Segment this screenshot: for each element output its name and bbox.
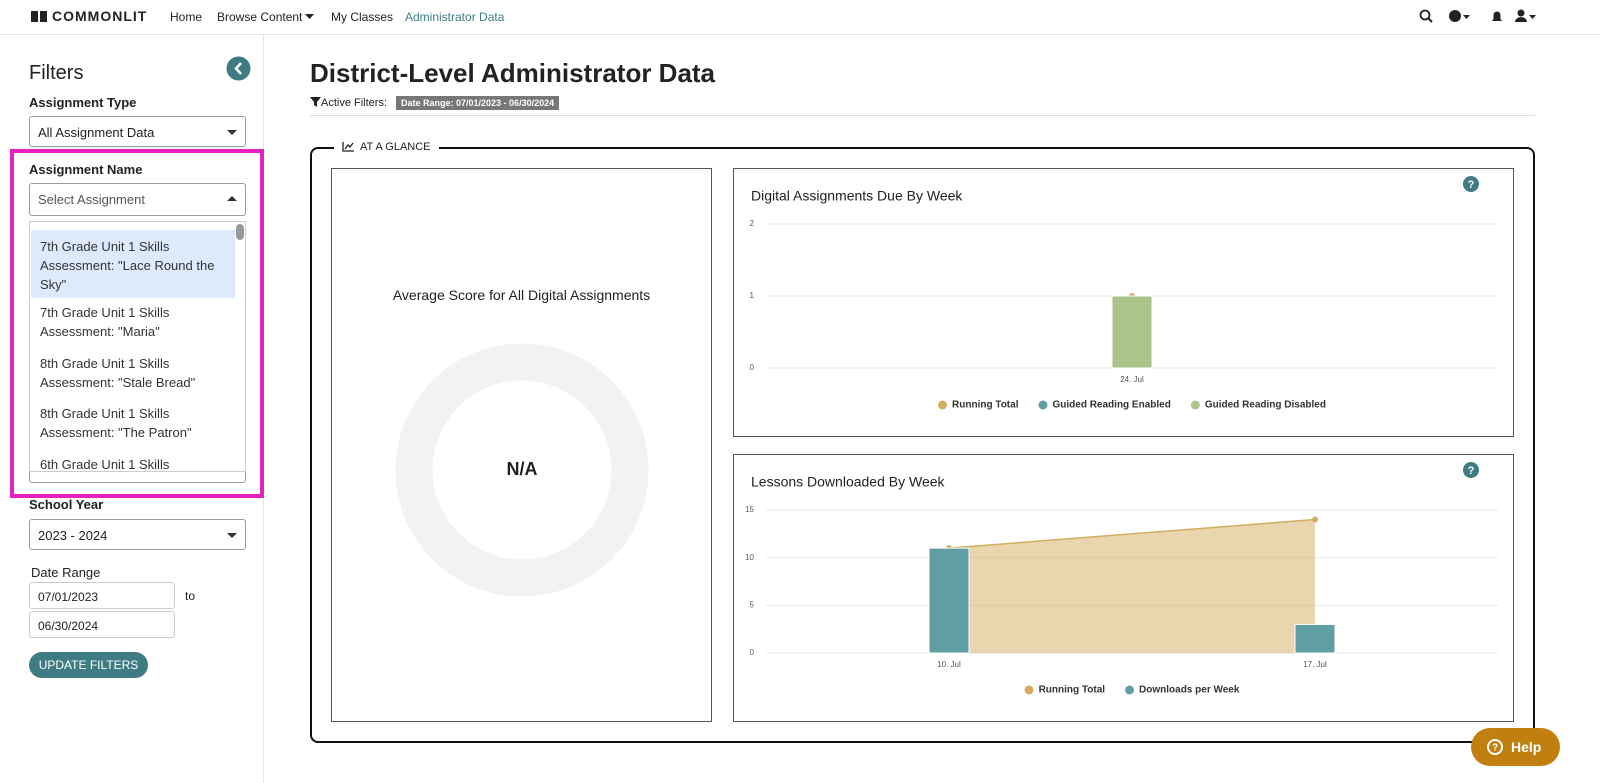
help-icon: ? <box>1487 739 1503 755</box>
dropdown-option[interactable]: 8th Grade Unit 1 Skills Assessment: "Sta… <box>40 356 196 390</box>
chart-title: Digital Assignments Due By Week <box>751 188 963 204</box>
date-separator: to <box>185 589 196 603</box>
dropdown-option[interactable]: 8th Grade Unit 1 Skills Assessment: "The… <box>40 406 192 440</box>
update-filters-button[interactable]: UPDATE FILTERS <box>29 652 148 678</box>
filter-tag[interactable]: Date Range: 07/01/2023 - 06/30/2024 <box>396 96 560 110</box>
nav-link[interactable]: Home <box>170 10 203 24</box>
dropdown-option[interactable]: 7th Grade Unit 1 Skills Assessment: "Lac… <box>31 230 235 298</box>
top-nav: COMMONLIT Home Browse Content My Classes… <box>0 0 1600 35</box>
divider <box>310 115 1535 116</box>
scrollbar[interactable] <box>236 224 244 240</box>
legend-marker <box>1190 400 1200 410</box>
assignment-name-input[interactable]: Select Assignment <box>29 183 246 216</box>
y-tick-label: 10 <box>745 553 754 562</box>
svg-text:?: ? <box>1468 465 1475 477</box>
nav-icons[interactable] <box>1418 8 1538 26</box>
section-legend: AT A GLANCE <box>334 140 439 154</box>
score-value: N/A <box>507 459 538 479</box>
legend-label: Running Total <box>1039 685 1106 696</box>
legend-label: Guided Reading Enabled <box>1052 400 1170 411</box>
highlight-box <box>10 149 264 498</box>
select-value: 2023 - 2024 <box>38 528 108 543</box>
at-a-glance-section <box>310 147 1535 743</box>
y-tick-label: 5 <box>750 600 755 609</box>
chart-card: ? Digital Assignments Due By Week 0 1 2 24. … <box>733 168 1514 437</box>
collapse-button[interactable] <box>226 56 251 81</box>
help-button[interactable]: ? Help <box>1471 728 1560 766</box>
section-title: AT A GLANCE <box>360 141 431 153</box>
legend-label: Downloads per Week <box>1139 685 1240 696</box>
page-title: District-Level Administrator Data <box>310 58 716 88</box>
nav-link[interactable]: My Classes <box>331 10 394 24</box>
dropdown-option[interactable]: 6th Grade Unit 1 Skills <box>40 457 170 472</box>
svg-text:?: ? <box>1492 743 1498 754</box>
legend-marker <box>1024 685 1034 695</box>
x-tick-label: 17. Jul <box>1303 660 1327 669</box>
bar <box>1294 623 1336 654</box>
y-tick-label: 1 <box>750 291 755 300</box>
nav-link[interactable]: Administrator Data <box>405 10 505 24</box>
y-tick-label: 0 <box>750 363 755 372</box>
field-label: Assignment Name <box>29 162 143 177</box>
y-tick-label: 0 <box>750 648 755 657</box>
nav-link[interactable]: Browse Content <box>217 10 303 24</box>
date-to-input[interactable]: 06/30/2024 <box>29 611 175 638</box>
dropdown-caret <box>305 14 314 19</box>
select-value: All Assignment Data <box>38 125 155 140</box>
legend-label: Running Total <box>952 400 1019 411</box>
chart-icon <box>342 142 354 152</box>
logo-icon <box>31 11 47 22</box>
dropdown-option[interactable]: 7th Grade Unit 1 Skills Assessment: "Mar… <box>40 305 170 339</box>
legend-marker <box>1038 400 1048 410</box>
score-donut: N/A <box>395 343 649 597</box>
area <box>949 519 1315 653</box>
legend-marker <box>1125 685 1135 695</box>
legend-label: Guided Reading Disabled <box>1205 400 1326 411</box>
sidebar: Filters Assignment Type All Assignment D… <box>0 35 264 783</box>
help-label: Help <box>1511 739 1542 755</box>
field-label: School Year <box>29 497 104 512</box>
bar <box>1111 295 1153 369</box>
bar <box>928 547 970 654</box>
placeholder: Select Assignment <box>38 192 145 207</box>
hidden-select <box>29 461 246 483</box>
school-year-select[interactable]: 2023 - 2024 <box>29 519 246 550</box>
brand[interactable]: COMMONLIT <box>52 8 148 24</box>
point <box>1312 516 1318 523</box>
dropdown-list: 7th Grade Unit 1 Skills Assessment: "Lac… <box>29 221 246 472</box>
field-label: Date Range <box>31 565 101 580</box>
filter-icon <box>310 97 321 107</box>
field-label: Assignment Type <box>29 95 137 110</box>
line <box>948 518 1316 549</box>
sidebar-title: Filters <box>29 62 84 84</box>
svg-text:?: ? <box>1468 179 1475 191</box>
chart-card: ? Lessons Downloaded By Week 0 5 10 15 10. Ju… <box>733 454 1514 722</box>
score-card: Average Score for All Digital Assignment… <box>331 168 712 722</box>
x-tick-label: 24. Jul <box>1120 375 1144 384</box>
assignment-type-select[interactable]: All Assignment Data <box>29 116 246 147</box>
chart-title: Lessons Downloaded By Week <box>751 474 946 490</box>
x-tick-label: 10. Jul <box>937 660 961 669</box>
active-filters-label: Active Filters: <box>321 97 388 109</box>
y-tick-label: 2 <box>750 219 755 228</box>
score-title: Average Score for All Digital Assignment… <box>392 287 651 303</box>
date-from-input[interactable]: 07/01/2023 <box>29 582 175 609</box>
y-tick-label: 15 <box>745 505 754 514</box>
legend-marker <box>938 400 948 410</box>
